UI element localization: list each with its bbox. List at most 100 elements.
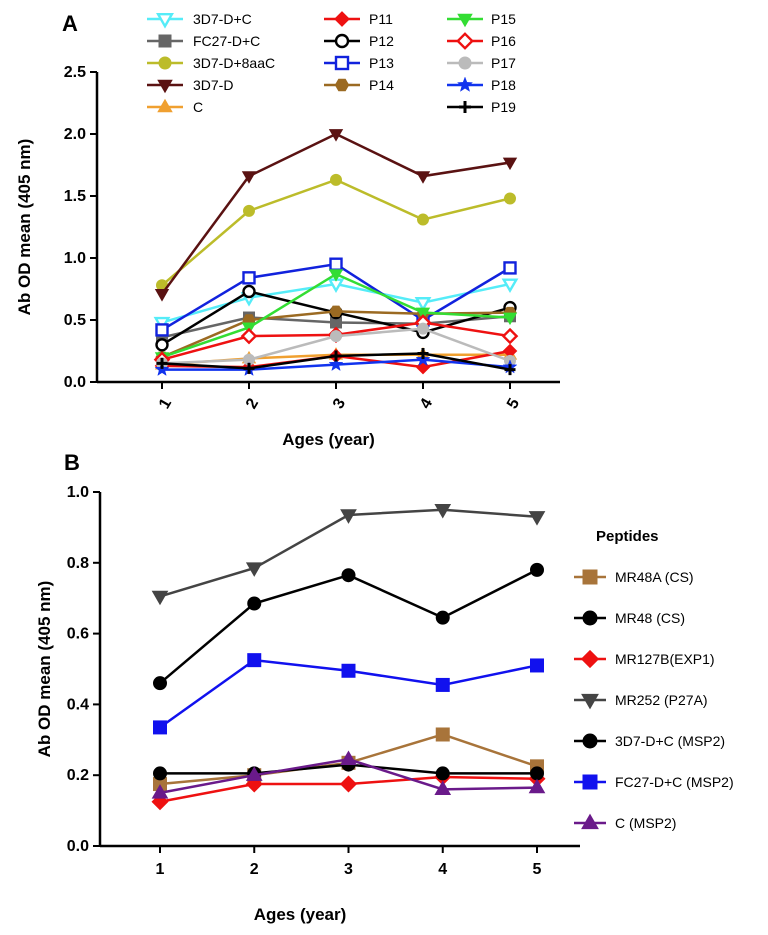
data-point	[503, 261, 517, 275]
legend-label: P15	[491, 11, 516, 27]
legend-entry-3d7-d-8aac: 3D7-D+8aaC	[147, 55, 275, 71]
legend-label: MR48 (CS)	[615, 610, 685, 626]
legend-label: P19	[491, 99, 516, 115]
legend-entry-p16: P16	[447, 32, 516, 50]
x-tick-label: 1	[156, 861, 165, 878]
data-point	[151, 784, 169, 799]
y-tick-label: 0.0	[67, 838, 89, 855]
data-point	[243, 204, 255, 217]
data-point	[155, 338, 169, 352]
x-tick-label: 1	[156, 396, 175, 412]
legend-entry-p13: P13	[324, 55, 394, 71]
legend-entry-mr48-cs: MR48 (CS)	[574, 610, 685, 626]
series-3d7-d	[154, 129, 518, 302]
legend-entry-p11: P11	[324, 11, 393, 27]
legend-entry-mr127b-exp1: MR127B(EXP1)	[574, 649, 715, 669]
y-tick-label: 0.5	[64, 312, 86, 329]
x-axis-title: Ages (year)	[282, 430, 375, 449]
data-point	[155, 323, 169, 337]
data-point	[245, 766, 263, 781]
legend-label: MR252 (P27A)	[615, 692, 708, 708]
legend-entry-c: C	[147, 98, 203, 115]
x-tick-label: 4	[417, 396, 436, 412]
legend-entry-3d7-d-c-msp2: 3D7-D+C (MSP2)	[574, 733, 725, 749]
legend-marker	[456, 32, 474, 50]
y-tick-label: 1.5	[64, 188, 86, 205]
data-point	[415, 171, 431, 184]
y-tick-label: 0.4	[67, 696, 89, 713]
y-tick-label: 2.0	[64, 126, 86, 143]
x-axis-title: Ages (year)	[254, 905, 347, 924]
legend-marker	[334, 78, 350, 92]
data-point	[340, 509, 357, 524]
y-tick-label: 0.6	[67, 626, 89, 643]
y-axis-title: Ab OD mean (405 nm)	[35, 581, 54, 758]
legend-marker	[580, 649, 600, 669]
data-point	[154, 361, 170, 376]
legend: Peptides MR48A (CS) MR48 (CS) MR127B(EXP1) M…	[574, 528, 734, 831]
legend-marker	[581, 693, 599, 710]
panel-label: B	[64, 450, 80, 475]
data-point	[329, 257, 343, 271]
data-point	[502, 312, 518, 326]
y-tick-label: 0.0	[64, 374, 86, 391]
legend-entry-3d7-d-c: 3D7-D+C	[147, 11, 252, 29]
legend-marker	[581, 813, 599, 830]
data-point	[417, 213, 429, 226]
y-tick-label: 0.2	[67, 767, 89, 784]
legend-entry-p14: P14	[324, 77, 394, 93]
x-tick-label: 3	[330, 396, 349, 412]
legend-entry-mr48a-cs: MR48A (CS)	[574, 569, 694, 585]
legend-label: 3D7-D+C (MSP2)	[615, 733, 725, 749]
legend-label: C (MSP2)	[615, 815, 676, 831]
data-point	[530, 766, 544, 781]
legend-label: P11	[369, 11, 393, 27]
data-point	[153, 720, 167, 735]
x-tick-label: 5	[533, 861, 542, 878]
y-axis-title: Ab OD mean (405 nm)	[15, 139, 34, 316]
data-point	[240, 327, 258, 345]
y-tick-label: 0.8	[67, 555, 89, 572]
data-point	[328, 129, 344, 142]
legend-entry-p19: P19	[447, 99, 516, 115]
legend-marker	[458, 56, 472, 70]
data-point	[341, 663, 356, 678]
legend-marker	[157, 98, 173, 113]
data-point	[153, 676, 167, 691]
legend-label: MR48A (CS)	[615, 569, 694, 585]
legend-entry-p17: P17	[447, 55, 516, 71]
legend-marker	[158, 56, 172, 70]
y-tick-label: 1.0	[64, 250, 86, 267]
series-3d7-d-8aac	[156, 173, 516, 292]
data-point	[417, 322, 429, 335]
legend-entry-c-msp2: C (MSP2)	[574, 813, 676, 831]
legend-entry-3d7-d: 3D7-D	[147, 77, 233, 94]
legend-label: 3D7-D+C	[193, 11, 252, 27]
data-point	[435, 677, 450, 692]
data-point	[434, 504, 452, 519]
legend-title: Peptides	[596, 528, 659, 545]
data-point	[435, 727, 450, 742]
data-point	[330, 330, 342, 343]
legend-marker	[158, 34, 172, 48]
data-point	[330, 173, 342, 186]
data-point	[329, 305, 343, 318]
y-tick-label: 1.0	[67, 484, 89, 501]
data-point	[242, 271, 256, 285]
legend-entry-p15: P15	[447, 11, 516, 28]
legend-marker	[334, 33, 350, 49]
legend-marker	[334, 11, 350, 27]
data-point	[330, 350, 342, 362]
legend-entry-mr252-p27a: MR252 (P27A)	[574, 692, 708, 710]
legend-marker	[456, 76, 474, 92]
series-mr252-p27a	[151, 504, 546, 606]
legend-label: P17	[491, 55, 516, 71]
data-point	[243, 362, 255, 374]
data-point	[501, 327, 519, 345]
legend-entry-fc27-d-c: FC27-D+C	[147, 33, 260, 49]
data-point	[339, 775, 358, 793]
data-point	[417, 347, 429, 359]
data-point	[245, 562, 263, 577]
legend-label: P12	[369, 33, 394, 49]
